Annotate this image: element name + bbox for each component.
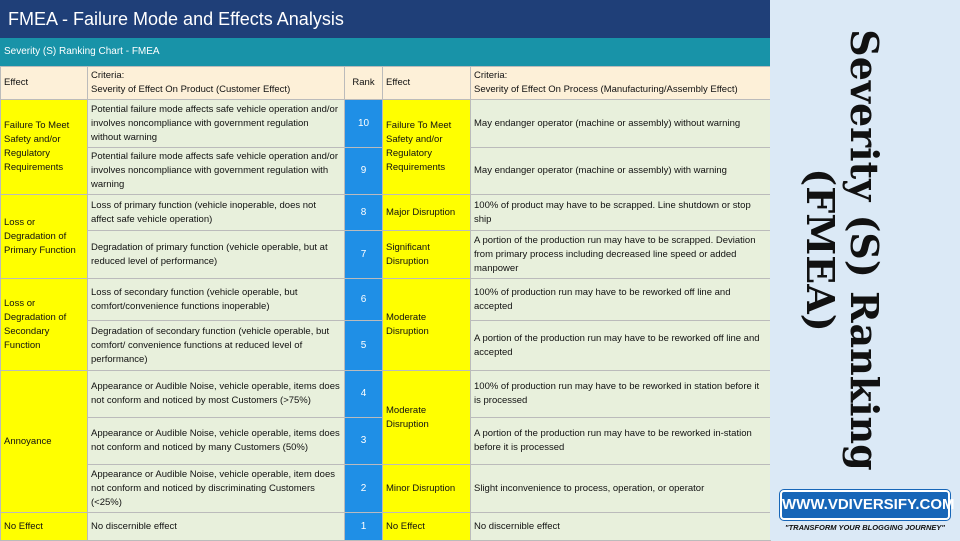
rank-cell: 3 <box>344 417 383 465</box>
process-criteria-cell: A portion of the production run may have… <box>470 230 771 279</box>
process-criteria-cell: Slight inconvenience to process, operati… <box>470 464 771 513</box>
product-effect-cell: No Effect <box>0 512 88 541</box>
table-row: Loss or Degradation of Primary Function … <box>0 194 771 279</box>
header-effect-process: Effect <box>382 66 471 100</box>
process-effect-cell: Significant Disruption <box>382 230 471 279</box>
rank-cell: 1 <box>344 512 383 541</box>
severity-ranking-table: Effect Criteria: Severity of Effect On P… <box>0 66 771 541</box>
product-criteria-cell: Appearance or Audible Noise, vehicle ope… <box>87 370 345 418</box>
table-row: Appearance or Audible Noise, vehicle ope… <box>1 464 771 513</box>
product-criteria-cell: Potential failure mode affects safe vehi… <box>87 99 345 148</box>
header-criteria-product: Criteria: Severity of Effect On Product … <box>87 66 345 100</box>
rank-cell: 5 <box>344 320 383 371</box>
rank-cell: 8 <box>344 194 383 231</box>
header-effect: Effect <box>0 66 88 100</box>
process-criteria-cell: 100% of product may have to be scrapped.… <box>470 194 771 231</box>
side-panel: Severity (S) Ranking (FMEA) WWW.VDIVERSI… <box>770 0 960 540</box>
product-criteria-cell: Degradation of primary function (vehicle… <box>87 230 345 279</box>
table-row: Potential failure mode affects safe vehi… <box>1 147 771 195</box>
table-row: Loss or Degradation of Secondary Functio… <box>0 278 771 371</box>
table-subtitle: Severity (S) Ranking Chart - FMEA <box>0 38 770 66</box>
table-row: Failure To Meet Safety and/or Regulatory… <box>0 99 771 195</box>
product-effect-cell: Loss or Degradation of Primary Function <box>0 194 88 279</box>
rank-cell: 6 <box>344 278 383 321</box>
table-row: Annoyance Appearance or Audible Noise, v… <box>0 370 771 513</box>
product-criteria-cell: Degradation of secondary function (vehic… <box>87 320 345 371</box>
table-row: Degradation of secondary function (vehic… <box>1 320 771 371</box>
logo-text: WWW.VDIVERSIFY.COM <box>780 490 955 520</box>
product-criteria-cell: Appearance or Audible Noise, vehicle ope… <box>87 417 345 465</box>
process-effect-cell: No Effect <box>382 512 471 541</box>
process-criteria-cell: No discernible effect <box>470 512 771 541</box>
process-criteria-cell: A portion of the production run may have… <box>470 417 771 465</box>
logo-tagline: "TRANSFORM YOUR BLOGGING JOURNEY" <box>785 523 945 532</box>
table-row: Appearance or Audible Noise, vehicle ope… <box>1 417 771 465</box>
table-header-row: Effect Criteria: Severity of Effect On P… <box>0 66 771 100</box>
rank-cell: 2 <box>344 464 383 513</box>
table-row: Degradation of primary function (vehicle… <box>1 230 771 279</box>
process-criteria-cell: A portion of the production run may have… <box>470 320 771 371</box>
process-effect-cell: Minor Disruption <box>382 464 471 513</box>
product-criteria-cell: Loss of primary function (vehicle inoper… <box>87 194 345 231</box>
product-criteria-cell: No discernible effect <box>87 512 345 541</box>
process-criteria-cell: 100% of production run may have to be re… <box>470 278 771 321</box>
process-criteria-cell: 100% of production run may have to be re… <box>470 370 771 418</box>
rank-cell: 7 <box>344 230 383 279</box>
header-criteria-process: Criteria: Severity of Effect On Process … <box>470 66 771 100</box>
rank-cell: 9 <box>344 147 383 195</box>
product-criteria-cell: Appearance or Audible Noise, vehicle ope… <box>87 464 345 513</box>
rank-cell: 4 <box>344 370 383 418</box>
header-rank: Rank <box>344 66 383 100</box>
vdiversify-logo[interactable]: WWW.VDIVERSIFY.COM "TRANSFORM YOUR BLOGG… <box>780 490 955 532</box>
page-title: FMEA - Failure Mode and Effects Analysis <box>0 0 770 38</box>
fmea-table-panel: FMEA - Failure Mode and Effects Analysis… <box>0 0 771 541</box>
side-title: Severity (S) Ranking (FMEA) <box>798 29 887 471</box>
process-effect-cell: Moderate Disruption <box>382 370 471 465</box>
table-row: No Effect No discernible effect 1 No Eff… <box>0 512 771 541</box>
process-effect-cell: Moderate Disruption <box>382 278 471 371</box>
product-effect-cell: Failure To Meet Safety and/or Regulatory… <box>0 99 88 195</box>
product-criteria-cell: Potential failure mode affects safe vehi… <box>87 147 345 195</box>
process-criteria-cell: May endanger operator (machine or assemb… <box>470 147 771 195</box>
process-criteria-cell: May endanger operator (machine or assemb… <box>470 99 771 148</box>
rank-cell: 10 <box>344 99 383 148</box>
product-effect-cell: Annoyance <box>0 370 88 513</box>
process-effect-cell: Major Disruption <box>382 194 471 231</box>
product-effect-cell: Loss or Degradation of Secondary Functio… <box>0 278 88 371</box>
product-criteria-cell: Loss of secondary function (vehicle oper… <box>87 278 345 321</box>
process-effect-cell: Failure To Meet Safety and/or Regulatory… <box>382 99 471 195</box>
